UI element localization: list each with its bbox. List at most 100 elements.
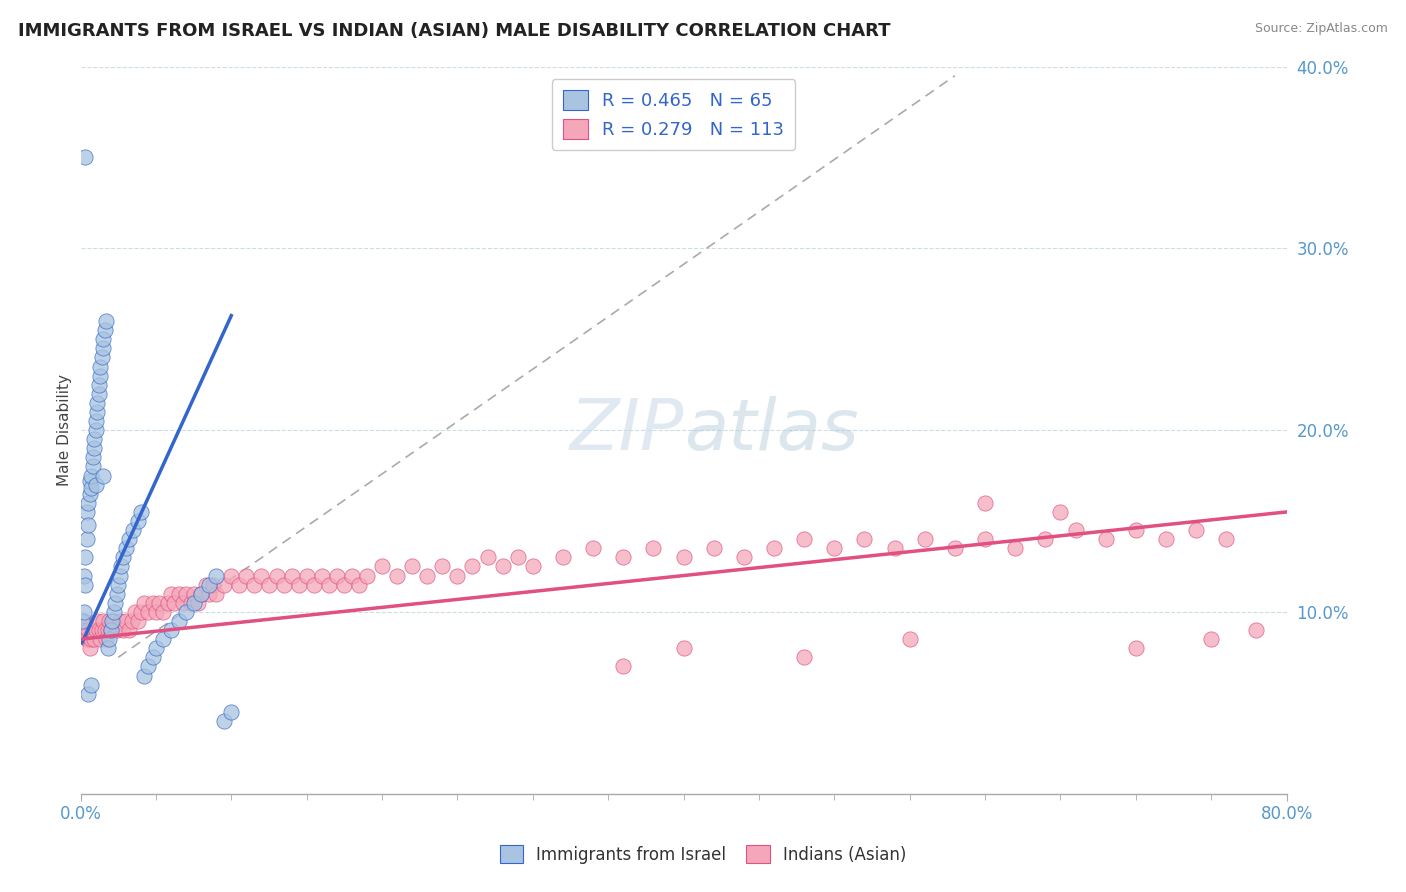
Point	[582, 541, 605, 556]
Point	[80, 468, 103, 483]
Point	[93, 323, 115, 337]
Point	[205, 568, 228, 582]
Point	[506, 550, 529, 565]
Point	[1004, 541, 1026, 556]
Point	[84, 623, 107, 637]
Point	[80, 632, 103, 647]
Point	[733, 550, 755, 565]
Point	[793, 532, 815, 546]
Point	[643, 541, 665, 556]
Point	[122, 523, 145, 537]
Point	[114, 614, 136, 628]
Point	[142, 596, 165, 610]
Point	[80, 481, 103, 495]
Point	[105, 587, 128, 601]
Point	[89, 368, 111, 383]
Point	[93, 623, 115, 637]
Text: atlas: atlas	[683, 396, 858, 465]
Point	[295, 568, 318, 582]
Point	[219, 705, 242, 719]
Point	[72, 568, 94, 582]
Point	[124, 605, 146, 619]
Point	[70, 614, 93, 628]
Point	[333, 577, 356, 591]
Point	[280, 568, 302, 582]
Point	[371, 559, 394, 574]
Point	[98, 632, 121, 647]
Point	[82, 450, 104, 465]
Point	[672, 641, 695, 656]
Point	[129, 505, 152, 519]
Point	[793, 650, 815, 665]
Point	[212, 714, 235, 728]
Point	[1199, 632, 1222, 647]
Point	[103, 605, 125, 619]
Point	[142, 650, 165, 665]
Point	[1215, 532, 1237, 546]
Point	[70, 623, 93, 637]
Point	[1064, 523, 1087, 537]
Point	[103, 614, 125, 628]
Point	[114, 541, 136, 556]
Point	[77, 687, 100, 701]
Point	[349, 577, 371, 591]
Point	[86, 396, 108, 410]
Point	[551, 550, 574, 565]
Point	[1049, 505, 1071, 519]
Point	[72, 605, 94, 619]
Point	[197, 577, 219, 591]
Point	[446, 568, 468, 582]
Point	[477, 550, 499, 565]
Point	[108, 614, 131, 628]
Point	[110, 559, 132, 574]
Text: IMMIGRANTS FROM ISRAEL VS INDIAN (ASIAN) MALE DISABILITY CORRELATION CHART: IMMIGRANTS FROM ISRAEL VS INDIAN (ASIAN)…	[18, 22, 891, 40]
Point	[91, 332, 114, 346]
Point	[212, 577, 235, 591]
Legend: R = 0.465   N = 65, R = 0.279   N = 113: R = 0.465 N = 65, R = 0.279 N = 113	[551, 79, 796, 150]
Point	[174, 605, 197, 619]
Point	[1154, 532, 1177, 546]
Point	[356, 568, 378, 582]
Point	[416, 568, 439, 582]
Point	[219, 568, 242, 582]
Point	[302, 577, 325, 591]
Point	[76, 505, 98, 519]
Point	[145, 605, 167, 619]
Point	[118, 532, 141, 546]
Point	[1094, 532, 1116, 546]
Point	[118, 623, 141, 637]
Point	[914, 532, 936, 546]
Point	[107, 577, 129, 591]
Point	[86, 405, 108, 419]
Point	[82, 459, 104, 474]
Point	[129, 605, 152, 619]
Point	[73, 623, 96, 637]
Point	[190, 587, 212, 601]
Point	[823, 541, 845, 556]
Point	[401, 559, 423, 574]
Point	[194, 577, 217, 591]
Point	[703, 541, 725, 556]
Point	[974, 496, 997, 510]
Point	[97, 641, 120, 656]
Point	[163, 596, 186, 610]
Point	[763, 541, 786, 556]
Point	[94, 632, 117, 647]
Point	[73, 550, 96, 565]
Point	[90, 623, 112, 637]
Point	[83, 442, 105, 456]
Point	[183, 596, 205, 610]
Point	[522, 559, 544, 574]
Point	[82, 623, 104, 637]
Point	[83, 432, 105, 446]
Point	[491, 559, 513, 574]
Point	[105, 623, 128, 637]
Point	[266, 568, 288, 582]
Point	[974, 532, 997, 546]
Point	[461, 559, 484, 574]
Point	[89, 359, 111, 374]
Point	[167, 587, 190, 601]
Point	[340, 568, 363, 582]
Point	[148, 596, 170, 610]
Point	[100, 623, 122, 637]
